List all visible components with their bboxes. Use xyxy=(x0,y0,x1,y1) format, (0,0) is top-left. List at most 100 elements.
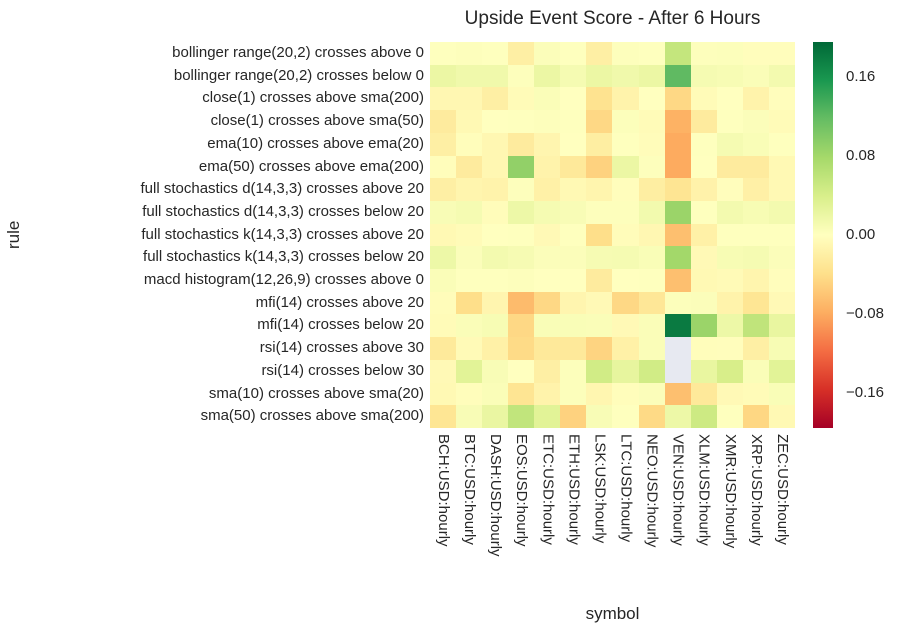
heatmap-cell xyxy=(430,223,457,247)
heatmap-cell xyxy=(638,178,665,201)
heatmap-cell xyxy=(508,291,535,315)
heatmap-cell xyxy=(612,87,639,111)
heatmap-cell xyxy=(716,42,743,65)
heatmap-cell xyxy=(612,382,639,406)
heatmap-cell xyxy=(534,64,561,88)
heatmap-cell xyxy=(456,87,483,111)
heatmap-cell xyxy=(716,200,743,224)
heatmap-cell xyxy=(690,405,717,428)
heatmap-cell xyxy=(482,291,509,315)
heatmap-cell xyxy=(586,110,613,133)
heatmap-cell xyxy=(430,359,457,383)
heatmap-cell xyxy=(638,359,665,383)
heatmap-cell xyxy=(742,110,769,133)
heatmap-cell xyxy=(638,87,665,111)
heatmap-cell xyxy=(690,246,717,270)
heatmap-cell xyxy=(586,87,613,111)
heatmap-cell xyxy=(482,405,509,428)
heatmap-cell xyxy=(456,200,483,224)
heatmap-cell xyxy=(482,64,509,88)
heatmap-cell xyxy=(742,359,769,383)
heatmap-cell xyxy=(482,87,509,111)
heatmap-cell xyxy=(560,269,587,292)
heatmap-cell xyxy=(508,382,535,406)
heatmap-cell xyxy=(768,178,795,201)
heatmap-cell xyxy=(716,64,743,88)
heatmap-cell xyxy=(482,110,509,133)
heatmap-cell xyxy=(742,87,769,111)
heatmap-cell xyxy=(560,87,587,111)
heatmap-cell xyxy=(638,382,665,406)
colorbar-tick-label: −0.16 xyxy=(846,384,884,402)
heatmap-cell xyxy=(612,110,639,133)
heatmap-cell xyxy=(664,337,691,360)
heatmap-cell xyxy=(716,314,743,338)
heatmap-cell xyxy=(586,269,613,292)
heatmap-cell xyxy=(534,223,561,247)
heatmap-cell xyxy=(768,223,795,247)
heatmap-cell xyxy=(508,64,535,88)
heatmap-cell xyxy=(430,178,457,201)
heatmap-cell xyxy=(456,314,483,338)
x-tick-label: XRP:USD:hourly xyxy=(747,434,765,546)
x-tick-label: ETC:USD:hourly xyxy=(539,434,557,545)
heatmap-cell xyxy=(742,405,769,428)
heatmap-cell xyxy=(768,246,795,270)
heatmap-cell xyxy=(742,64,769,88)
heatmap-cell xyxy=(430,87,457,111)
heatmap-cell xyxy=(430,314,457,338)
x-tick-label: XLM:USD:hourly xyxy=(695,434,713,546)
heatmap-cell xyxy=(690,359,717,383)
heatmap-cell xyxy=(716,269,743,292)
heatmap-cell xyxy=(482,200,509,224)
heatmap-cell xyxy=(664,246,691,270)
colorbar-tick-labels: 0.16 0.08 0.00 −0.08 −0.16 xyxy=(840,42,910,428)
heatmap-cell xyxy=(612,132,639,156)
heatmap-cell xyxy=(456,42,483,65)
heatmap-cell xyxy=(560,155,587,179)
heatmap-cell xyxy=(612,64,639,88)
heatmap-cell xyxy=(586,246,613,270)
heatmap-cell xyxy=(612,291,639,315)
heatmap-cell xyxy=(586,42,613,65)
y-tick-label: macd histogram(12,26,9) crosses above 0 xyxy=(143,271,424,289)
heatmap-cell xyxy=(456,382,483,406)
x-tick-label: BTC:USD:hourly xyxy=(461,434,479,545)
heatmap-cell xyxy=(430,132,457,156)
x-tick-label: DASH:USD:hourly xyxy=(487,434,505,557)
heatmap-cell xyxy=(690,178,717,201)
heatmap-cell xyxy=(664,382,691,406)
heatmap-cell xyxy=(638,64,665,88)
heatmap-cell xyxy=(560,42,587,65)
heatmap-cell xyxy=(430,246,457,270)
heatmap-cell xyxy=(482,314,509,338)
heatmap-cell xyxy=(638,246,665,270)
heatmap-cell xyxy=(612,155,639,179)
heatmap-cell xyxy=(456,64,483,88)
heatmap-cell xyxy=(534,359,561,383)
heatmap-cell xyxy=(768,337,795,360)
x-tick-label: EOS:USD:hourly xyxy=(513,434,531,547)
heatmap-cell xyxy=(482,132,509,156)
heatmap-cell xyxy=(456,155,483,179)
heatmap-cell xyxy=(742,269,769,292)
heatmap-cell xyxy=(586,178,613,201)
heatmap-cell xyxy=(586,405,613,428)
heatmap-cell xyxy=(534,405,561,428)
y-tick-label: mfi(14) crosses below 20 xyxy=(257,316,424,334)
heatmap-cell xyxy=(456,405,483,428)
heatmap-cell xyxy=(456,359,483,383)
heatmap-cell xyxy=(638,337,665,360)
heatmap-cell xyxy=(612,42,639,65)
heatmap-cell xyxy=(560,337,587,360)
heatmap-cell xyxy=(690,64,717,88)
heatmap-cell xyxy=(508,246,535,270)
heatmap-cell xyxy=(716,337,743,360)
heatmap-cell xyxy=(716,405,743,428)
heatmap-cell xyxy=(664,405,691,428)
heatmap-cell xyxy=(716,132,743,156)
heatmap-cell xyxy=(716,382,743,406)
heatmap-cell xyxy=(456,291,483,315)
colorbar-tick-label: 0.08 xyxy=(846,146,876,164)
heatmap-cell xyxy=(586,132,613,156)
